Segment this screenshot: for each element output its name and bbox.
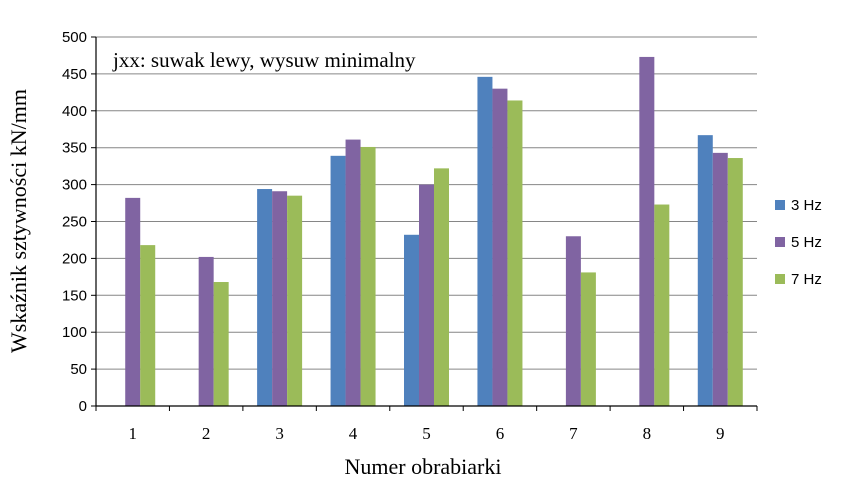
legend-label: 7 Hz [791, 271, 822, 288]
y-tick-label: 150 [62, 287, 87, 304]
bar [419, 184, 434, 406]
y-tick-label: 300 [62, 177, 87, 194]
legend-swatch [775, 237, 785, 247]
legend-label: 3 Hz [791, 197, 822, 214]
bar [345, 139, 361, 406]
bar [492, 88, 508, 406]
bar [272, 191, 288, 406]
axes [91, 36, 758, 411]
y-tick-label: 50 [70, 361, 87, 378]
chart-annotation: jxx: suwak lewy, wysuw minimalny [112, 48, 416, 72]
bar [507, 100, 523, 406]
bar [654, 204, 670, 406]
y-tick-labels: 0 50 100 150 200 250 300 350 400 450 500 [62, 29, 87, 415]
x-tick-label: 3 [275, 424, 284, 443]
y-tick-label: 350 [62, 140, 87, 157]
x-tick-label: 8 [643, 424, 652, 443]
bar [639, 56, 655, 407]
x-axis-title: Numer obrabiarki [345, 454, 502, 479]
x-tick-label: 1 [128, 424, 137, 443]
x-tick-label: 9 [716, 424, 725, 443]
y-tick-label: 400 [62, 103, 87, 120]
legend: 3 Hz 5 Hz 7 Hz [775, 197, 822, 288]
bar [287, 195, 303, 406]
bar [477, 76, 493, 407]
bar [434, 168, 449, 406]
y-tick-label: 0 [79, 398, 87, 415]
x-tick-label: 7 [569, 424, 578, 443]
x-tick-label: 2 [202, 424, 211, 443]
bar [330, 155, 346, 406]
x-tick-label: 6 [496, 424, 505, 443]
bar [125, 197, 141, 406]
bar [257, 189, 273, 406]
x-tick-label: 4 [349, 424, 358, 443]
bar-series [125, 56, 743, 407]
y-tick-label: 500 [62, 29, 87, 46]
bar [565, 236, 581, 406]
y-tick-label: 100 [62, 324, 87, 341]
bar [360, 146, 376, 406]
legend-label: 5 Hz [791, 234, 822, 251]
y-tick-label: 200 [62, 250, 87, 267]
bar [404, 234, 419, 406]
y-tick-label: 250 [62, 214, 87, 231]
bar [712, 152, 728, 406]
bar [697, 135, 713, 407]
legend-swatch [775, 200, 785, 210]
x-tick-labels: 1 2 3 4 5 6 7 8 9 [128, 424, 724, 443]
y-tick-label: 450 [62, 66, 87, 83]
bar [140, 245, 156, 406]
bar [727, 158, 743, 406]
y-axis-title: Wskaźnik sztywności kN/mm [6, 89, 31, 353]
bar [198, 256, 214, 406]
bar [213, 282, 229, 406]
legend-swatch [775, 274, 785, 284]
x-tick-label: 5 [422, 424, 431, 443]
bar [580, 272, 596, 406]
